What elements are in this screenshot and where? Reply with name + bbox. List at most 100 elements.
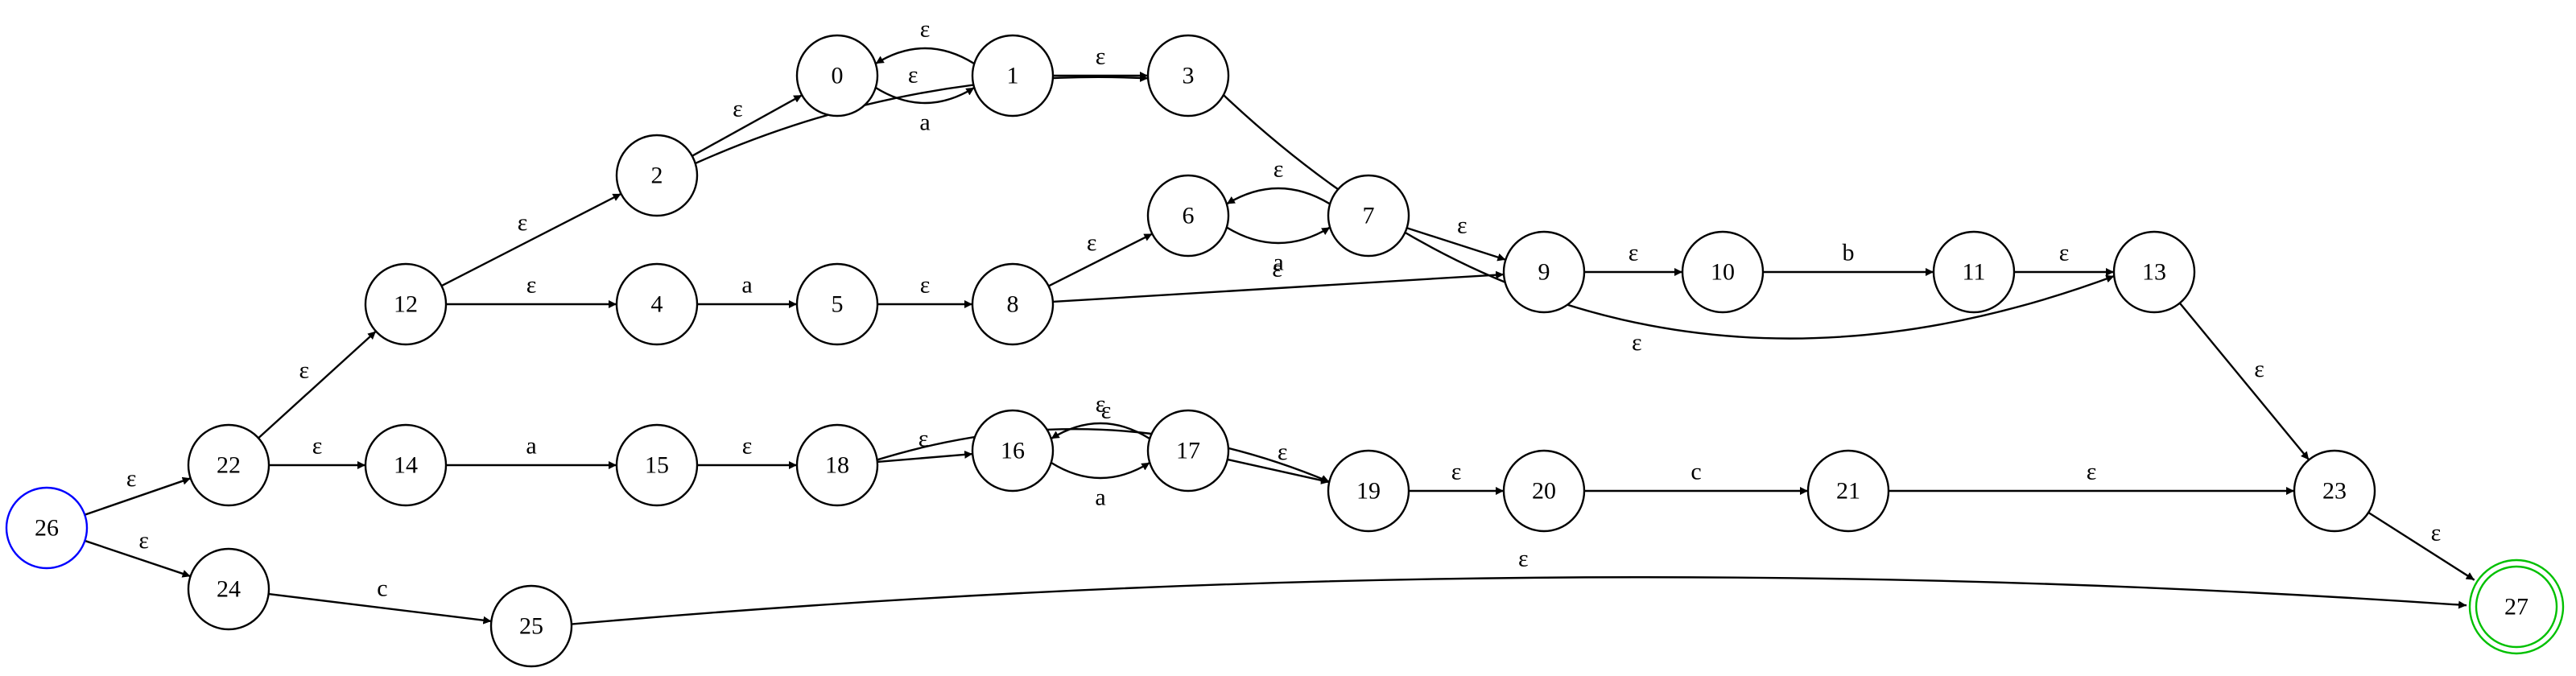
transition-arrow-25-27 xyxy=(571,576,2467,625)
state-node-8: 8 xyxy=(971,262,1055,346)
transition-label-22-14: ε xyxy=(312,433,323,460)
transition-label-1-0: ε xyxy=(920,16,931,43)
transition-label-7-9: ε xyxy=(1457,212,1468,239)
state-label: 4 xyxy=(651,291,663,318)
state-label: 12 xyxy=(394,291,418,318)
transition-arrow-17-19 xyxy=(1227,458,1330,484)
state-label: 14 xyxy=(394,452,418,479)
transition-label-7-6: ε xyxy=(1274,156,1284,183)
state-circle xyxy=(615,262,699,346)
transition-label-12-2: ε xyxy=(518,209,528,236)
transition-arrow-22-12 xyxy=(258,330,377,439)
state-node-15: 15 xyxy=(615,423,699,507)
state-node-0: 0 xyxy=(795,34,879,117)
state-label: 5 xyxy=(832,291,844,318)
state-circle xyxy=(795,423,879,507)
state-circle xyxy=(2475,565,2558,649)
state-circle xyxy=(1146,34,1230,117)
state-node-22: 22 xyxy=(187,423,270,507)
state-node-3: 3 xyxy=(1146,34,1230,117)
transition-arrow-26-22 xyxy=(84,476,192,516)
transition-arrow-23-27 xyxy=(2368,511,2475,581)
transition-arrow-18-19 xyxy=(877,427,1330,483)
state-circle xyxy=(795,34,879,117)
state-circle xyxy=(615,134,699,217)
transition-label-22-12: ε xyxy=(299,357,310,384)
state-circle xyxy=(1327,174,1410,258)
state-label: 22 xyxy=(217,452,241,479)
state-node-17: 17 xyxy=(1146,409,1230,493)
state-label: 16 xyxy=(1001,438,1025,464)
state-node-21: 21 xyxy=(1806,449,1890,533)
transition-label-20-21: c xyxy=(1690,459,1701,485)
state-label: 7 xyxy=(1363,203,1375,229)
state-circle xyxy=(1806,449,1890,533)
state-node-10: 10 xyxy=(1681,230,1765,314)
transition-label-0-1: a xyxy=(919,109,930,136)
state-label: 23 xyxy=(2322,478,2347,505)
transition-label-17-19: ε xyxy=(1278,439,1288,465)
state-circle xyxy=(2293,449,2376,533)
state-node-2: 2 xyxy=(615,134,699,217)
transition-label-13-23: ε xyxy=(2254,356,2264,382)
state-label: 24 xyxy=(217,576,241,603)
state-circle xyxy=(971,262,1055,346)
transition-arrow-2-0 xyxy=(691,94,803,157)
state-label: 18 xyxy=(825,452,849,479)
transition-arrow-12-2 xyxy=(440,192,622,287)
transition-label-17-16: ε xyxy=(1096,391,1106,418)
state-circle xyxy=(187,423,270,507)
transition-arrow-1-0 xyxy=(875,47,975,65)
state-label: 6 xyxy=(1183,203,1195,229)
state-label: 1 xyxy=(1007,63,1019,89)
transition-arrow-8-9 xyxy=(1052,270,1505,303)
state-circle xyxy=(1681,230,1765,314)
state-circle xyxy=(1327,449,1410,533)
transition-arrow-7-6 xyxy=(1226,187,1331,205)
transition-label-2-0: ε xyxy=(733,96,743,122)
state-label: 8 xyxy=(1007,291,1019,318)
state-label: 15 xyxy=(645,452,669,479)
transition-arrow-6-7 xyxy=(1226,226,1331,245)
state-circle xyxy=(1146,174,1230,258)
state-node-5: 5 xyxy=(795,262,879,346)
transition-label-10-11: b xyxy=(1843,240,1855,266)
state-node-20: 20 xyxy=(1502,449,1586,533)
transition-label-25-27: ε xyxy=(1518,546,1529,572)
transition-arrow-18-16 xyxy=(877,450,973,464)
state-label: 17 xyxy=(1176,438,1200,464)
state-circle xyxy=(364,262,448,346)
transition-arrow-24-25 xyxy=(268,592,492,624)
transition-label-6-7: a xyxy=(1273,249,1283,276)
transition-label-18-16: ε xyxy=(919,426,929,452)
state-circle xyxy=(1146,409,1230,493)
transition-label-16-17: a xyxy=(1095,484,1105,511)
transition-label-21-23: ε xyxy=(2087,459,2097,485)
transition-arrow-16-17 xyxy=(1051,461,1150,480)
state-circle xyxy=(2112,230,2196,314)
state-label: 2 xyxy=(651,163,663,189)
transition-label-12-4: ε xyxy=(526,272,537,299)
state-circle xyxy=(489,584,573,668)
state-node-27: 27 xyxy=(2468,559,2565,655)
transition-arrow-7-9 xyxy=(1406,227,1506,262)
transition-label-24-25: c xyxy=(377,575,387,602)
state-label: 27 xyxy=(2504,594,2529,620)
state-label: 10 xyxy=(1711,259,1735,286)
transition-label-8-9: ε xyxy=(1272,256,1282,282)
state-node-1: 1 xyxy=(971,34,1055,117)
transition-label-26-22: ε xyxy=(126,465,137,492)
transition-arrow-2-3 xyxy=(695,73,1149,165)
transition-label-19-20: ε xyxy=(1451,459,1462,485)
transition-label-1-3: ε xyxy=(1096,43,1106,70)
transition-label-14-15: a xyxy=(526,433,536,460)
transition-label-23-27: ε xyxy=(2431,519,2442,546)
state-circle xyxy=(795,262,879,346)
state-label: 13 xyxy=(2142,259,2166,286)
state-circle xyxy=(1932,230,2016,314)
state-circle xyxy=(5,486,89,570)
state-label: 26 xyxy=(35,515,59,542)
transition-label-8-6: ε xyxy=(1087,229,1097,256)
transition-arrow-8-6 xyxy=(1048,233,1153,287)
